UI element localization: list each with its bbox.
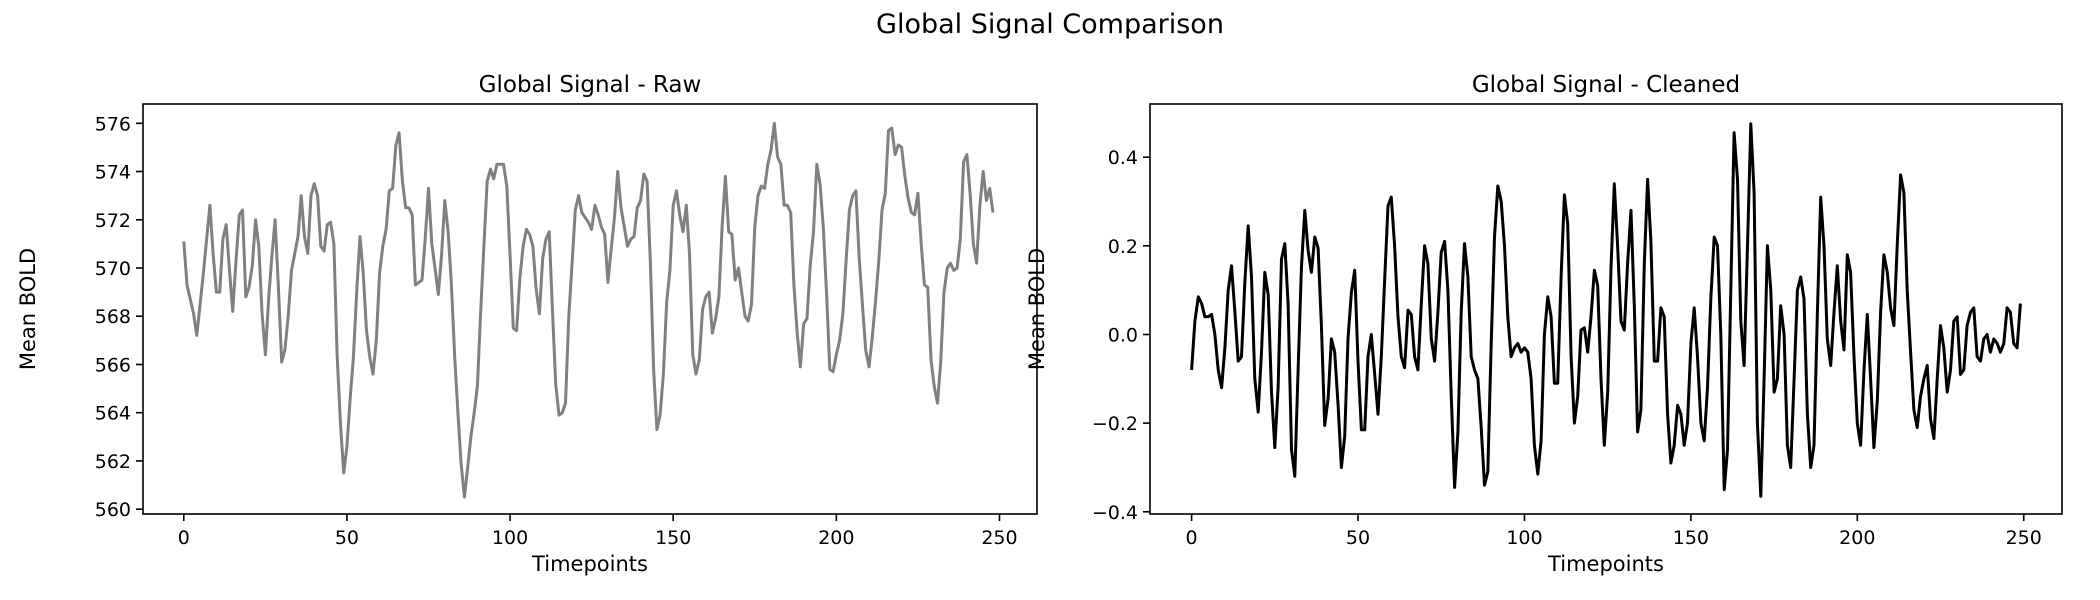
y-axis-label: Mean BOLD <box>1025 248 1049 370</box>
y-axis-label: Mean BOLD <box>16 248 40 370</box>
figure-title: Global Signal Comparison <box>876 9 1224 40</box>
panel-raw: Global Signal - Raw 0 50 100 150 200 250 560 562… <box>16 72 1038 576</box>
y-tick-label: −0.2 <box>1092 413 1138 435</box>
x-axis-label: Timepoints <box>531 552 648 576</box>
y-tick-label: 576 <box>95 113 131 135</box>
x-tick-label: 150 <box>1673 527 1709 549</box>
x-tick-label: 0 <box>1186 527 1198 549</box>
y-tick-label: 564 <box>95 403 131 425</box>
y-tick-label: 0.2 <box>1108 236 1138 258</box>
x-tick-label: 100 <box>492 527 528 549</box>
y-tick-label: 562 <box>95 451 131 473</box>
x-tick-label: 200 <box>818 527 854 549</box>
panel-title: Global Signal - Cleaned <box>1472 72 1740 98</box>
x-tick-label: 250 <box>2006 527 2042 549</box>
axes-frame <box>1149 103 2063 515</box>
y-tick-label: 0.4 <box>1108 147 1138 169</box>
x-tick-label: 50 <box>335 527 359 549</box>
y-tick-label: −0.4 <box>1092 502 1138 524</box>
y-tick-label: 568 <box>95 306 131 328</box>
x-axis-label: Timepoints <box>1547 552 1664 576</box>
y-tick-label: 574 <box>95 162 131 184</box>
series-line <box>1190 122 2022 498</box>
y-tick-label: 0.0 <box>1108 324 1138 346</box>
x-tick-label: 200 <box>1839 527 1875 549</box>
x-tick-label: 50 <box>1346 527 1370 549</box>
x-tick-label: 100 <box>1506 527 1542 549</box>
panel-title: Global Signal - Raw <box>479 72 702 98</box>
x-tick-label: 250 <box>981 527 1017 549</box>
axes-frame <box>142 103 1038 515</box>
y-tick-label: 570 <box>95 258 131 280</box>
x-tick-label: 150 <box>655 527 691 549</box>
panel-cleaned: Global Signal - Cleaned 0 50 100 150 200 250 −0… <box>1025 72 2063 576</box>
x-tick-label: 0 <box>178 527 190 549</box>
y-tick-label: 560 <box>95 499 131 521</box>
series-line <box>182 121 995 499</box>
y-tick-label: 572 <box>95 210 131 232</box>
y-tick-label: 566 <box>95 354 131 376</box>
